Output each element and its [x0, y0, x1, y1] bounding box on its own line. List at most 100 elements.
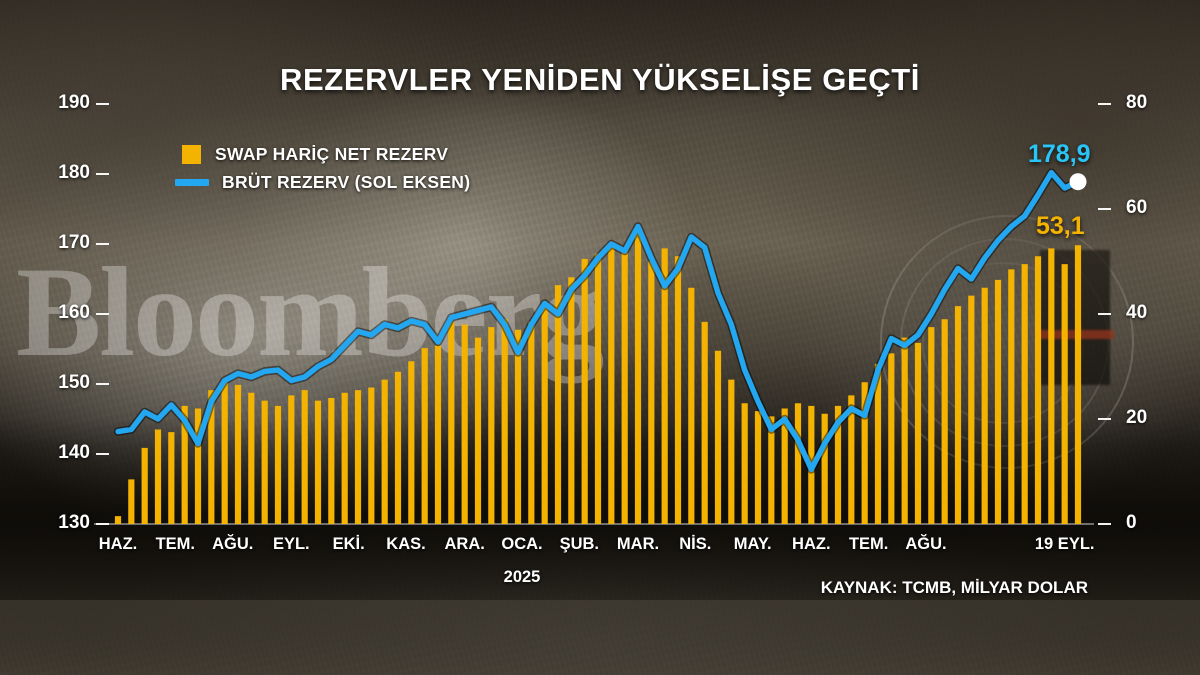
- bar: [661, 248, 668, 525]
- bar: [648, 261, 655, 524]
- bar: [421, 348, 428, 525]
- bar: [461, 324, 468, 524]
- y-axis-right-tick-label: 0: [1126, 512, 1137, 533]
- bar: [434, 345, 442, 524]
- x-axis-tick-label: HAZ.: [98, 535, 138, 553]
- bar: [488, 327, 495, 525]
- bar: [981, 287, 988, 524]
- bar: [781, 408, 788, 524]
- x-axis-tick-label: HAZ.: [792, 535, 831, 553]
- y-axis-left-tick-mark: [96, 383, 109, 385]
- y-axis-left-tick-label: 190: [58, 92, 90, 113]
- y-axis-right-tick-mark: [1098, 208, 1111, 210]
- x-axis-tick-label: TEM.: [848, 535, 889, 553]
- bar: [914, 342, 922, 525]
- bar: [968, 295, 975, 525]
- legend-item-line: BRÜT REZERV (SOL EKSEN): [175, 168, 470, 196]
- bar: [394, 371, 402, 524]
- bar: [568, 277, 575, 524]
- y-axis-right-tick-mark: [1098, 313, 1111, 315]
- x-axis-tick-label: AĞU.: [905, 535, 947, 553]
- bar: [608, 243, 615, 525]
- bar: [194, 408, 202, 524]
- x-axis-tick-label: OCA.: [501, 535, 543, 553]
- bar: [341, 392, 348, 524]
- bar: [501, 319, 508, 524]
- bar: [701, 321, 708, 525]
- bar: [688, 287, 695, 524]
- x-axis-tick-label: MAY.: [733, 535, 772, 553]
- bar: [954, 306, 962, 525]
- bar: [741, 403, 748, 524]
- source-note: KAYNAK: TCMB, MİLYAR DOLAR: [820, 578, 1088, 597]
- bar: [474, 337, 482, 525]
- bar: [408, 361, 415, 524]
- legend-label-bars: SWAP HARİÇ NET REZERV: [215, 143, 449, 164]
- bar: [1061, 264, 1068, 525]
- bar: [834, 405, 842, 525]
- bar-series: [114, 232, 1082, 525]
- bar: [581, 258, 588, 525]
- bar: [141, 447, 148, 525]
- y-axis-left-tick-label: 140: [58, 442, 90, 463]
- bar-last-value-callout: 53,1: [1036, 212, 1085, 240]
- y-axis-left-tick-label: 130: [58, 512, 90, 533]
- line-series: [115, 169, 1081, 473]
- x-axis-tick-label: ŞUB.: [559, 535, 600, 553]
- bar: [541, 306, 548, 525]
- y-axis-left-tick-label: 170: [58, 232, 90, 253]
- bar: [514, 329, 522, 524]
- bar: [274, 405, 282, 525]
- bar: [328, 398, 335, 524]
- chart-title: REZERVLER YENİDEN YÜKSELİŞE GEÇTİ: [280, 62, 920, 97]
- x-axis-tick-label: KAS.: [386, 535, 426, 553]
- bar: [634, 232, 642, 525]
- bar: [861, 382, 868, 524]
- y-axis-left-tick-label: 180: [58, 162, 90, 183]
- bar: [848, 395, 855, 525]
- y-axis-left-tick-label: 160: [58, 302, 90, 323]
- bar: [448, 321, 455, 525]
- y-axis-left-tick-mark: [96, 173, 109, 175]
- legend-item-bars: SWAP HARİÇ NET REZERV: [182, 140, 470, 168]
- bar: [354, 390, 362, 525]
- bar: [234, 384, 242, 525]
- y-axis-left-tick-mark: [96, 243, 109, 245]
- y-axis-right-tick-mark: [1098, 523, 1111, 525]
- bar: [874, 363, 882, 525]
- line-last-value-callout: 178,9: [1028, 140, 1091, 168]
- bar: [554, 285, 562, 525]
- bar: [208, 390, 215, 525]
- x-axis-tick-label: TEM.: [155, 535, 196, 553]
- y-axis-left-tick-label: 150: [58, 372, 90, 393]
- y-axis-right-tick-label: 80: [1126, 92, 1148, 113]
- bar: [821, 413, 828, 524]
- bar: [301, 390, 308, 525]
- bar: [248, 392, 255, 524]
- bar: [368, 387, 375, 524]
- x-axis-tick-label: EYL.: [272, 535, 310, 553]
- bar: [728, 379, 735, 525]
- x-axis-tick-label: ARA.: [444, 535, 485, 553]
- y-axis-left-tick-mark: [96, 453, 109, 455]
- x-axis-tick-label: EKİ.: [332, 535, 365, 553]
- bar: [1048, 248, 1055, 525]
- bar: [928, 327, 935, 525]
- bar: [1034, 256, 1042, 524]
- y-axis-right-tick-mark: [1098, 418, 1111, 420]
- chart-legend: SWAP HARİÇ NET REZERV BRÜT REZERV (SOL E…: [175, 140, 470, 196]
- y-axis-right-tick-mark: [1098, 103, 1111, 105]
- bar: [794, 403, 802, 524]
- y-axis-left-tick-mark: [96, 103, 109, 105]
- x-axis-tick-label: AĞU.: [212, 535, 254, 553]
- bar: [221, 382, 228, 524]
- background-foreground-bills: [0, 600, 1200, 675]
- x-axis-tick-label: NİS.: [679, 535, 712, 553]
- bar: [381, 379, 388, 525]
- x-axis-tick-label: 19 EYL.: [1034, 535, 1095, 553]
- bar: [154, 429, 162, 524]
- bar: [1021, 264, 1028, 525]
- bar: [594, 253, 602, 525]
- bar: [168, 432, 175, 525]
